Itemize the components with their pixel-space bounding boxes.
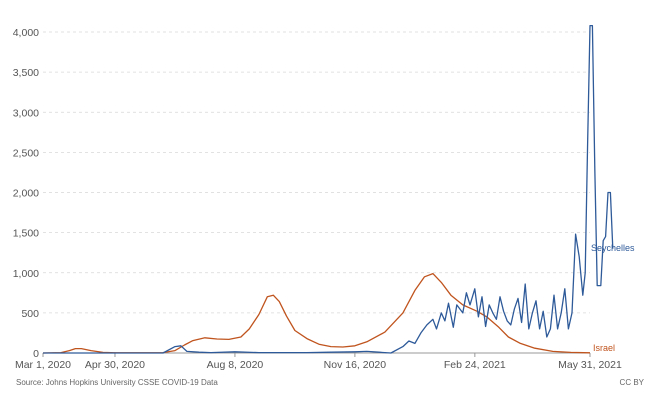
- x-axis-ticks: Mar 1, 2020 Apr 30, 2020 Aug 8, 2020 Nov 16…: [15, 353, 622, 371]
- y-tick-label: 3,000: [13, 107, 39, 119]
- series-label-seychelles: Seychelles: [591, 243, 635, 253]
- y-axis-ticks: 0 500 1,000 1,500 2,000 2,500 3,000 3,500 4,000: [13, 27, 39, 360]
- x-tick-label: Nov 16, 2020: [324, 359, 387, 371]
- x-tick-label: Mar 1, 2020: [15, 359, 71, 371]
- y-tick-label: 3,500: [13, 67, 39, 79]
- y-tick-label: 500: [21, 308, 39, 320]
- x-tick-label: Feb 24, 2021: [444, 359, 506, 371]
- series-lines: [42, 24, 614, 354]
- x-tick-label: Apr 30, 2020: [85, 359, 145, 371]
- license-label: CC BY: [619, 378, 644, 387]
- y-tick-label: 0: [33, 348, 39, 360]
- source-note: Source: Johns Hopkins University CSSE CO…: [16, 378, 218, 387]
- grid-lines: [43, 31, 590, 354]
- y-tick-label: 1,500: [13, 228, 39, 240]
- y-tick-label: 4,000: [13, 27, 39, 39]
- y-tick-label: 2,000: [13, 188, 39, 200]
- series-line-seychelles: [43, 24, 614, 354]
- x-tick-label: May 31, 2021: [558, 359, 622, 371]
- y-tick-label: 2,500: [13, 147, 39, 159]
- series-line-israel: [42, 272, 591, 354]
- y-tick-label: 1,000: [13, 268, 39, 280]
- x-tick-label: Aug 8, 2020: [207, 359, 264, 371]
- series-label-israel: Israel: [593, 343, 615, 353]
